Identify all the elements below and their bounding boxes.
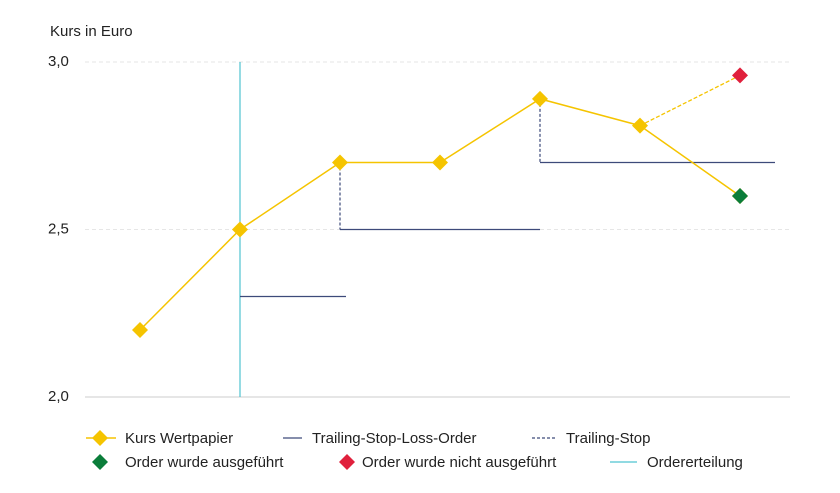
y-axis-label: Kurs in Euro	[50, 23, 133, 40]
price-marker	[532, 90, 548, 107]
price-marker	[632, 117, 648, 134]
price-marker	[432, 154, 448, 171]
legend-swatch	[92, 430, 108, 446]
legend-label: Kurs Wertpapier	[125, 430, 233, 447]
price-line	[139, 98, 741, 331]
legend-swatch	[92, 454, 108, 470]
y-tick-label: 3,0	[48, 53, 69, 70]
outcome-marker	[732, 188, 748, 204]
legend-label: Trailing-Stop-Loss-Order	[312, 430, 477, 447]
y-tick-label: 2,5	[48, 220, 69, 237]
price-marker	[132, 322, 148, 338]
y-tick-label: 2,0	[48, 388, 69, 405]
legend-label: Trailing-Stop	[566, 430, 650, 447]
legend-label: Order wurde ausgeführt	[125, 454, 284, 471]
legend-label: Ordererteilung	[647, 454, 743, 471]
price-marker	[332, 154, 348, 171]
price-marker	[232, 221, 248, 238]
hypothetical-path	[639, 74, 741, 127]
outcome-marker	[732, 67, 748, 84]
legend-swatch	[339, 454, 355, 470]
legend-label: Order wurde nicht ausgeführt	[362, 454, 557, 471]
